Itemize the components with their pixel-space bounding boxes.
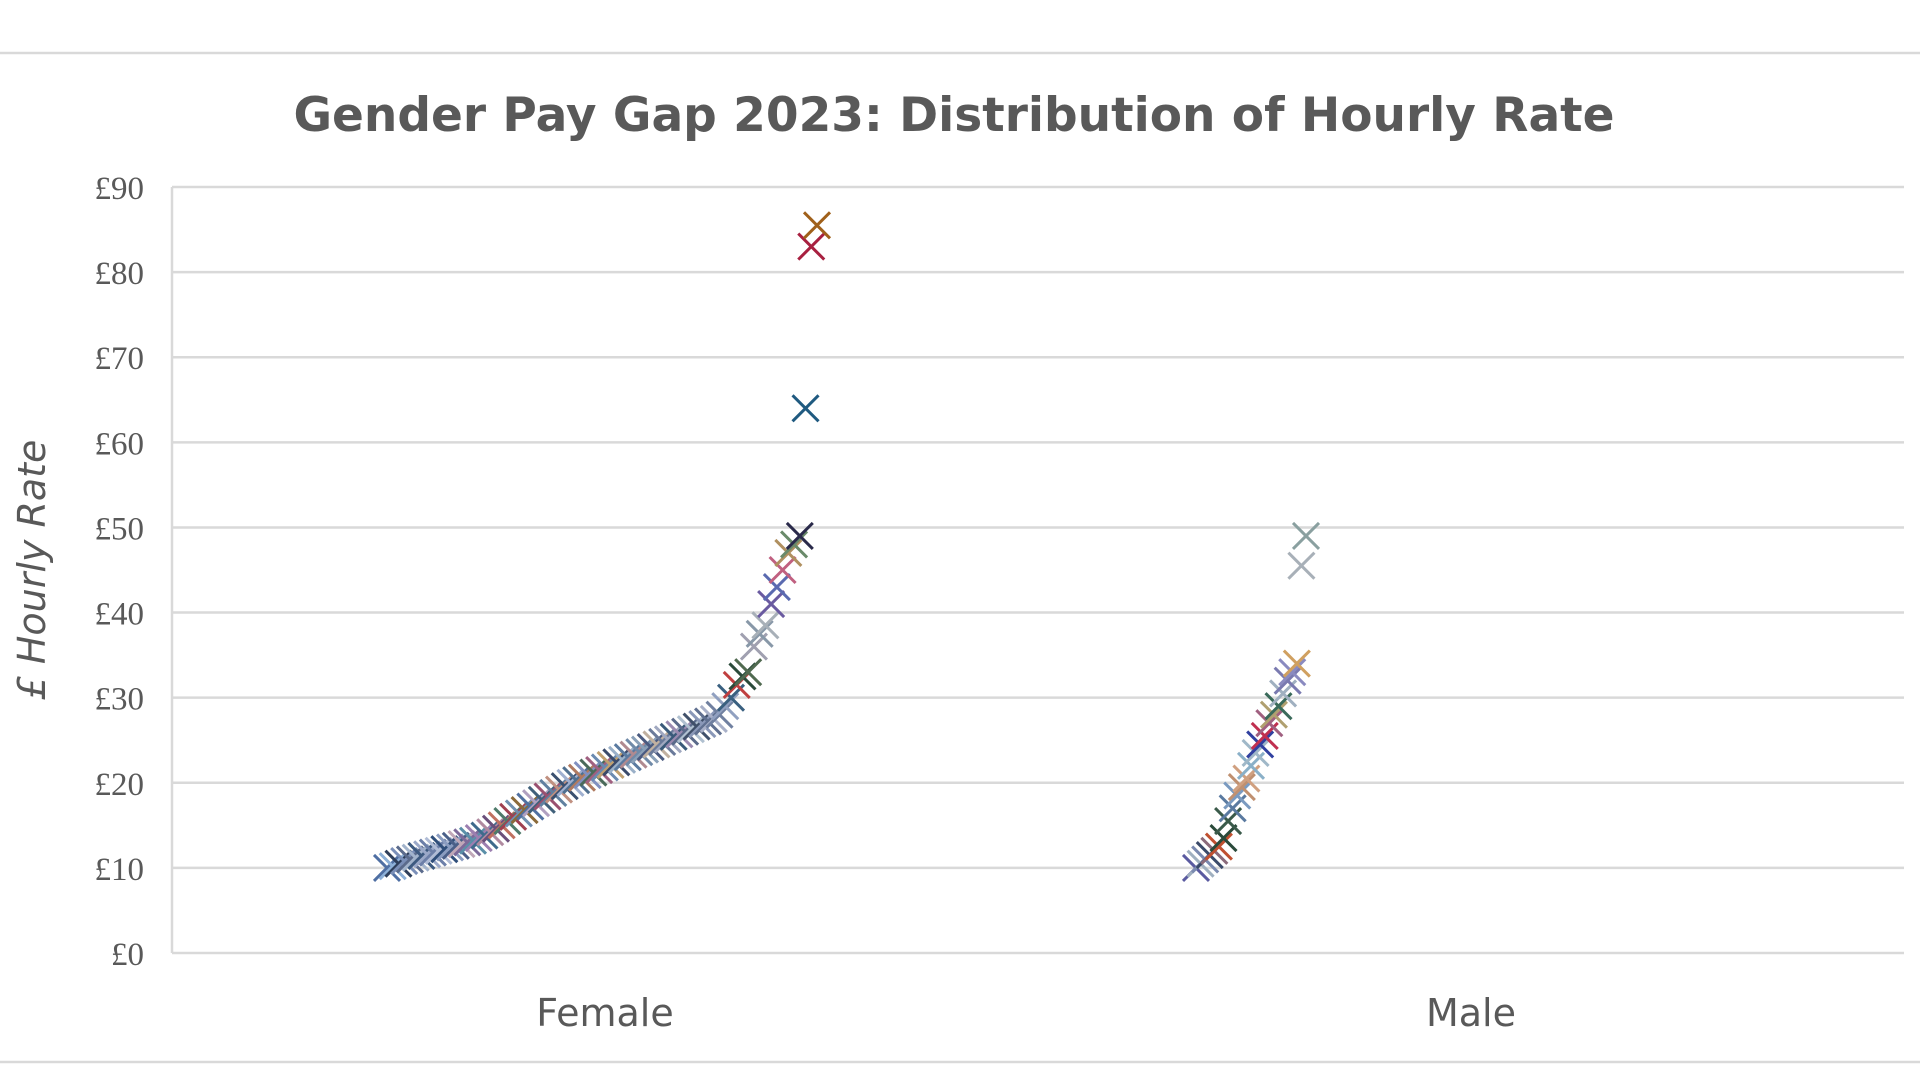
marker-stroke xyxy=(390,847,419,876)
marker-stroke xyxy=(1255,709,1284,738)
marker-stroke xyxy=(413,840,442,869)
y-tick-label: £50 xyxy=(95,511,145,547)
x-category-label: Male xyxy=(1426,991,1516,1035)
marker-stroke xyxy=(757,589,786,619)
marker-stroke xyxy=(436,833,465,862)
marker-stroke xyxy=(780,530,809,559)
data-point-x-marker xyxy=(757,589,786,619)
data-point-x-marker xyxy=(791,394,820,423)
data-point-x-marker xyxy=(1227,772,1256,802)
marker-stroke xyxy=(705,700,734,729)
y-tick-label: £80 xyxy=(95,256,145,292)
y-axis-label: £ Hourly Rate xyxy=(10,440,54,701)
data-point-x-marker xyxy=(395,845,424,874)
data-point-x-marker xyxy=(447,829,476,859)
data-point-x-marker xyxy=(797,232,826,261)
data-point-x-marker xyxy=(441,831,470,860)
marker-stroke xyxy=(1241,738,1270,768)
data-point-x-marker xyxy=(785,521,814,551)
marker-stroke xyxy=(1259,700,1288,729)
chart-title: Gender Pay Gap 2023: Distribution of Hou… xyxy=(293,88,1614,143)
marker-stroke xyxy=(1223,781,1252,810)
marker-stroke xyxy=(768,555,797,585)
data-point-x-marker xyxy=(430,835,459,864)
data-point-x-marker xyxy=(1223,781,1252,810)
marker-stroke xyxy=(1287,551,1316,580)
marker-stroke xyxy=(447,829,476,859)
marker-stroke xyxy=(424,836,453,865)
marker-stroke xyxy=(418,838,447,867)
y-tick-label: £10 xyxy=(95,852,145,888)
y-tick-label: £70 xyxy=(95,341,145,377)
marker-stroke xyxy=(785,521,814,551)
data-point-x-marker xyxy=(418,838,447,867)
y-tick-label: £40 xyxy=(95,597,145,633)
data-point-x-marker xyxy=(705,700,734,729)
marker-stroke xyxy=(791,394,820,423)
data-point-x-marker xyxy=(407,841,436,871)
data-point-x-marker xyxy=(436,833,465,862)
x-category-label: Female xyxy=(536,991,673,1035)
data-point-x-marker xyxy=(1255,709,1284,738)
data-point-x-marker xyxy=(745,619,774,648)
data-point-x-marker xyxy=(390,847,419,876)
gridlines xyxy=(170,185,1904,955)
data-point-x-marker xyxy=(768,555,797,585)
x-axis-categories: Female Male xyxy=(536,991,1516,1035)
data-point-x-marker xyxy=(1273,666,1302,695)
data-point-x-marker xyxy=(762,572,791,602)
data-point-x-marker xyxy=(802,211,832,240)
marker-stroke xyxy=(395,845,424,874)
data-point-x-marker xyxy=(424,836,453,865)
data-point-x-marker xyxy=(1282,649,1311,678)
marker-stroke xyxy=(774,538,803,568)
data-point-x-marker xyxy=(774,538,803,568)
data-point-x-marker xyxy=(734,658,763,687)
data-point-x-marker xyxy=(1241,738,1270,768)
marker-stroke xyxy=(401,843,430,872)
marker-stroke xyxy=(407,841,436,871)
marker-stroke xyxy=(1273,666,1302,695)
y-tick-label: £60 xyxy=(95,426,145,462)
marker-stroke xyxy=(1227,772,1256,802)
data-point-x-marker xyxy=(1278,658,1307,687)
data-points xyxy=(372,211,1321,882)
y-tick-label: £0 xyxy=(111,937,144,973)
data-point-x-marker xyxy=(1209,824,1238,853)
marker-stroke xyxy=(762,572,791,602)
marker-stroke xyxy=(1209,824,1238,853)
data-point-x-marker xyxy=(1204,832,1233,861)
data-point-x-marker xyxy=(711,692,740,721)
marker-stroke xyxy=(797,232,826,261)
data-point-x-marker xyxy=(751,611,780,640)
marker-stroke xyxy=(1282,649,1311,678)
marker-stroke xyxy=(1246,730,1275,759)
marker-stroke xyxy=(734,658,763,687)
y-tick-label: £30 xyxy=(95,682,145,718)
marker-stroke xyxy=(1204,832,1233,861)
marker-stroke xyxy=(441,831,470,860)
marker-stroke xyxy=(1278,658,1307,687)
marker-stroke xyxy=(430,835,459,864)
y-tick-label: £90 xyxy=(95,171,145,207)
data-point-x-marker xyxy=(401,843,430,872)
marker-stroke xyxy=(1291,521,1321,551)
data-point-x-marker xyxy=(1287,551,1316,580)
data-point-x-marker xyxy=(1291,521,1321,551)
data-point-x-marker xyxy=(1259,700,1288,729)
y-tick-label: £20 xyxy=(95,767,145,803)
data-point-x-marker xyxy=(780,530,809,559)
marker-stroke xyxy=(751,611,780,640)
marker-stroke xyxy=(745,619,774,648)
marker-stroke xyxy=(711,692,740,721)
marker-stroke xyxy=(802,211,832,240)
data-point-x-marker xyxy=(413,840,442,869)
data-point-x-marker xyxy=(1246,730,1275,759)
y-axis-ticks: £0 £10 £20 £30 £40 £50 £60 £70 £80 £90 xyxy=(95,171,145,973)
